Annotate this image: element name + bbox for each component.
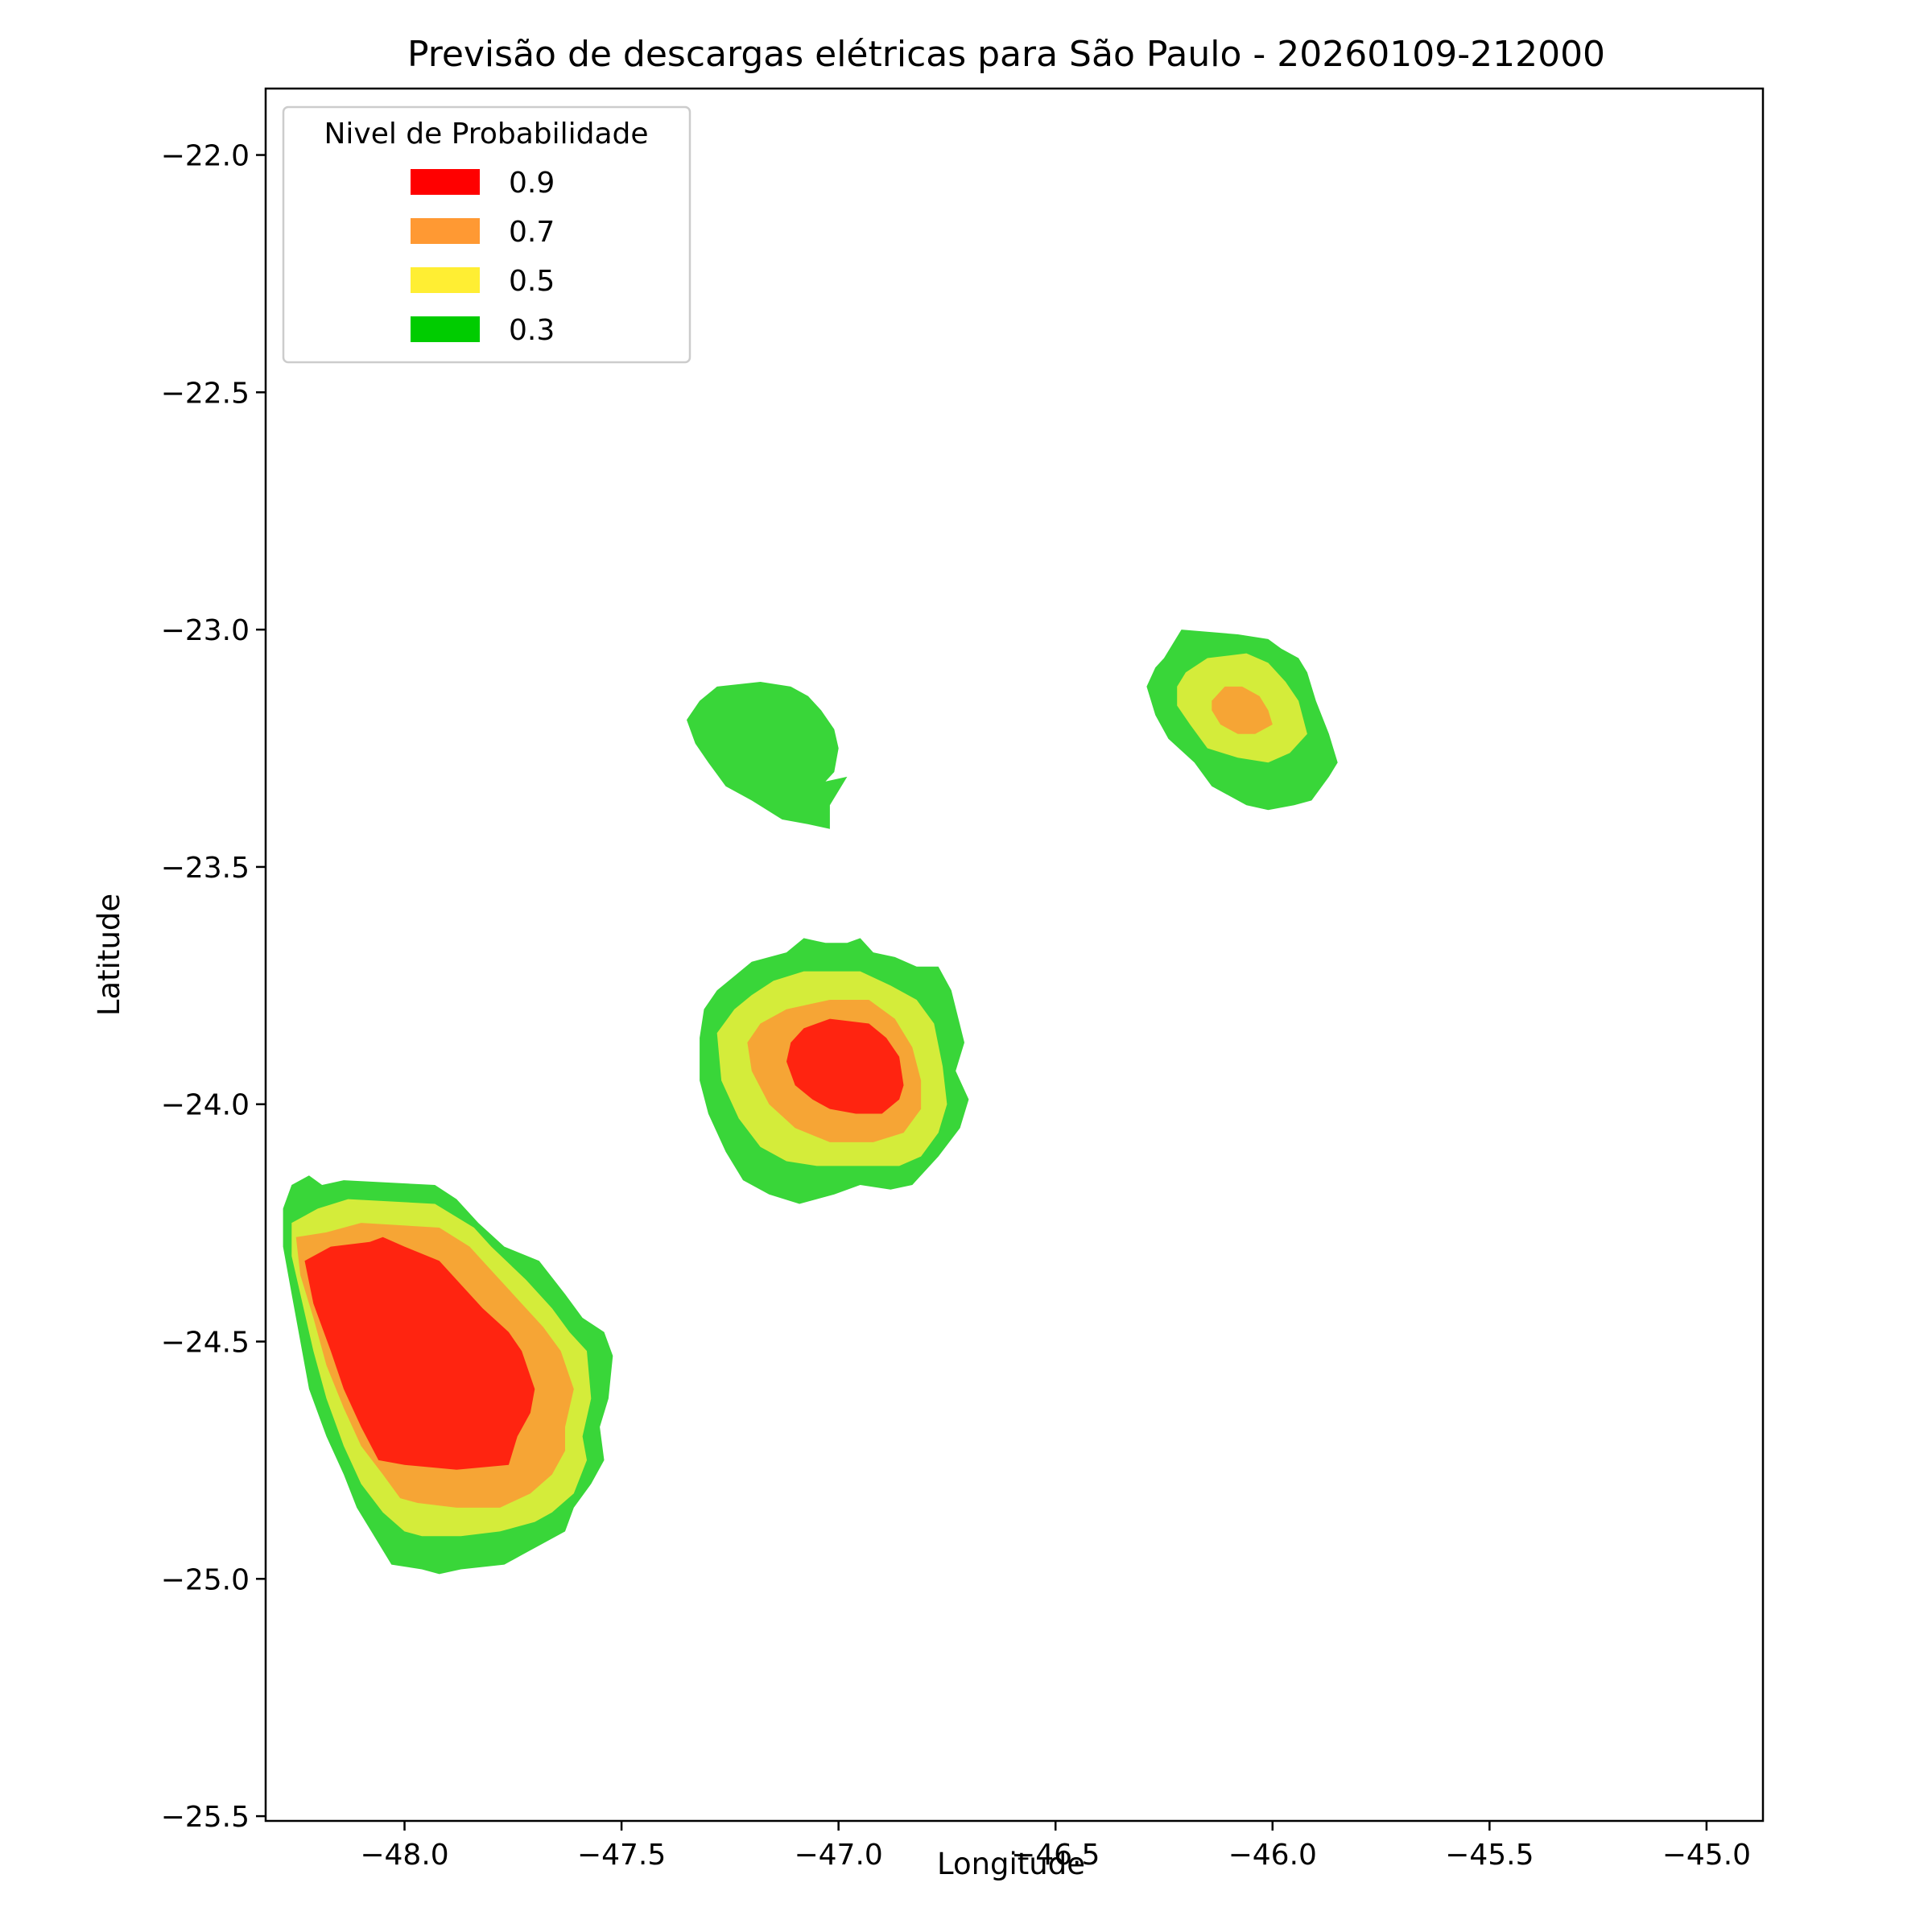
y-axis-label: Latitude xyxy=(92,894,126,1016)
cell-southwest-level-09 xyxy=(304,1236,535,1470)
legend-swatch xyxy=(411,169,480,195)
y-tick-label: −24.5 xyxy=(161,1327,250,1360)
plot-area xyxy=(264,87,1765,1823)
x-axis: −48.0 −47.5 −47.0 −46.5 −46.0 −45.5 −45.0 xyxy=(360,1821,1751,1872)
y-tick-label: −22.0 xyxy=(161,140,250,173)
cell-north-west xyxy=(687,682,848,829)
x-axis-label: Longitude xyxy=(937,1847,1085,1881)
legend-title: Nivel de Probabilidade xyxy=(324,118,648,151)
cell-northeast xyxy=(1146,630,1338,811)
legend-swatch xyxy=(411,316,480,342)
legend-swatch xyxy=(411,218,480,244)
x-tick-label: −47.0 xyxy=(794,1839,882,1872)
x-tick-label: −46.5 xyxy=(1011,1839,1100,1872)
cell-center-level-09 xyxy=(786,1018,904,1114)
y-axis: −22.0 −22.5 −23.0 −23.5 −24.0 −24.5 −25.0 −25.5 xyxy=(161,140,266,1834)
x-tick-label: −46.0 xyxy=(1228,1839,1317,1872)
legend-box xyxy=(282,105,691,364)
plot-frame xyxy=(264,87,1765,1823)
cell-southwest xyxy=(283,1175,613,1575)
y-tick-label: −23.0 xyxy=(161,614,250,647)
legend-label: 0.5 xyxy=(509,265,555,298)
legend-entries: 0.9 0.7 0.5 0.3 xyxy=(411,167,555,347)
x-tick-label: −48.0 xyxy=(360,1839,448,1872)
legend-label: 0.3 xyxy=(509,314,555,347)
x-tick-label: −45.0 xyxy=(1662,1839,1751,1872)
y-tick-label: −24.0 xyxy=(161,1089,250,1122)
legend-swatch xyxy=(411,267,480,293)
cell-north-west-level-03 xyxy=(687,682,848,829)
cell-northeast-level-07 xyxy=(1212,686,1273,734)
y-tick-label: −23.5 xyxy=(161,852,250,885)
cell-center xyxy=(700,938,969,1204)
legend: Nivel de Probabilidade 0.9 0.7 0.5 0.3 xyxy=(282,105,691,364)
y-tick-label: −22.5 xyxy=(161,377,250,410)
x-tick-label: −45.5 xyxy=(1445,1839,1534,1872)
y-tick-label: −25.5 xyxy=(161,1801,250,1834)
chart-title: Previsão de descargas elétricas para São… xyxy=(407,34,1605,75)
legend-label: 0.7 xyxy=(509,216,555,249)
legend-label: 0.9 xyxy=(509,167,555,200)
x-tick-label: −47.5 xyxy=(577,1839,666,1872)
probability-regions xyxy=(283,630,1338,1575)
y-tick-label: −25.0 xyxy=(161,1563,250,1596)
